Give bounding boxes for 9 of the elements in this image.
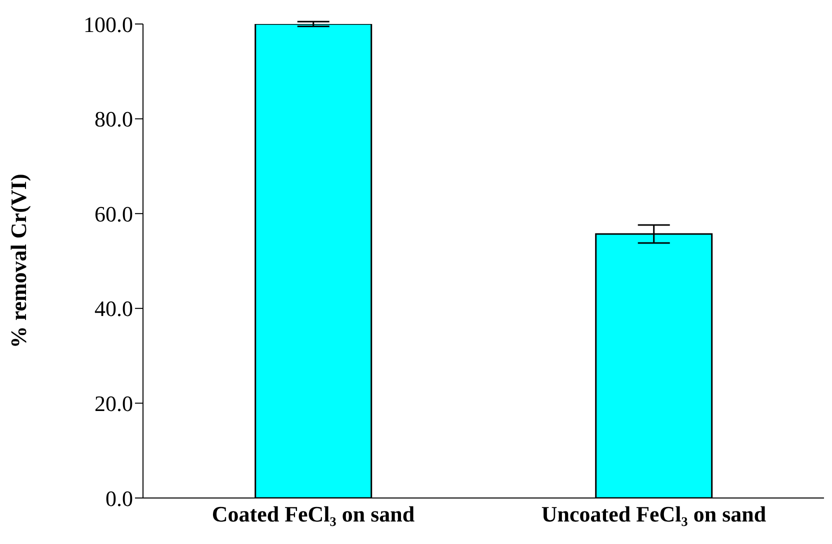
x-tick-label: Uncoated FeCl₃ on sand bbox=[541, 502, 766, 527]
y-tick-label: 40.0 bbox=[94, 296, 133, 322]
y-tick-label: 100.0 bbox=[84, 12, 133, 37]
y-tick-label: 20.0 bbox=[94, 391, 133, 416]
y-tick-label: 80.0 bbox=[94, 106, 133, 132]
y-tick-label: 60.0 bbox=[94, 201, 133, 226]
y-tick-label: 0.0 bbox=[106, 486, 133, 511]
y-axis-title: % removal Cr(VI) bbox=[6, 174, 31, 348]
x-tick-label: Coated FeCl₃ on sand bbox=[212, 502, 415, 527]
